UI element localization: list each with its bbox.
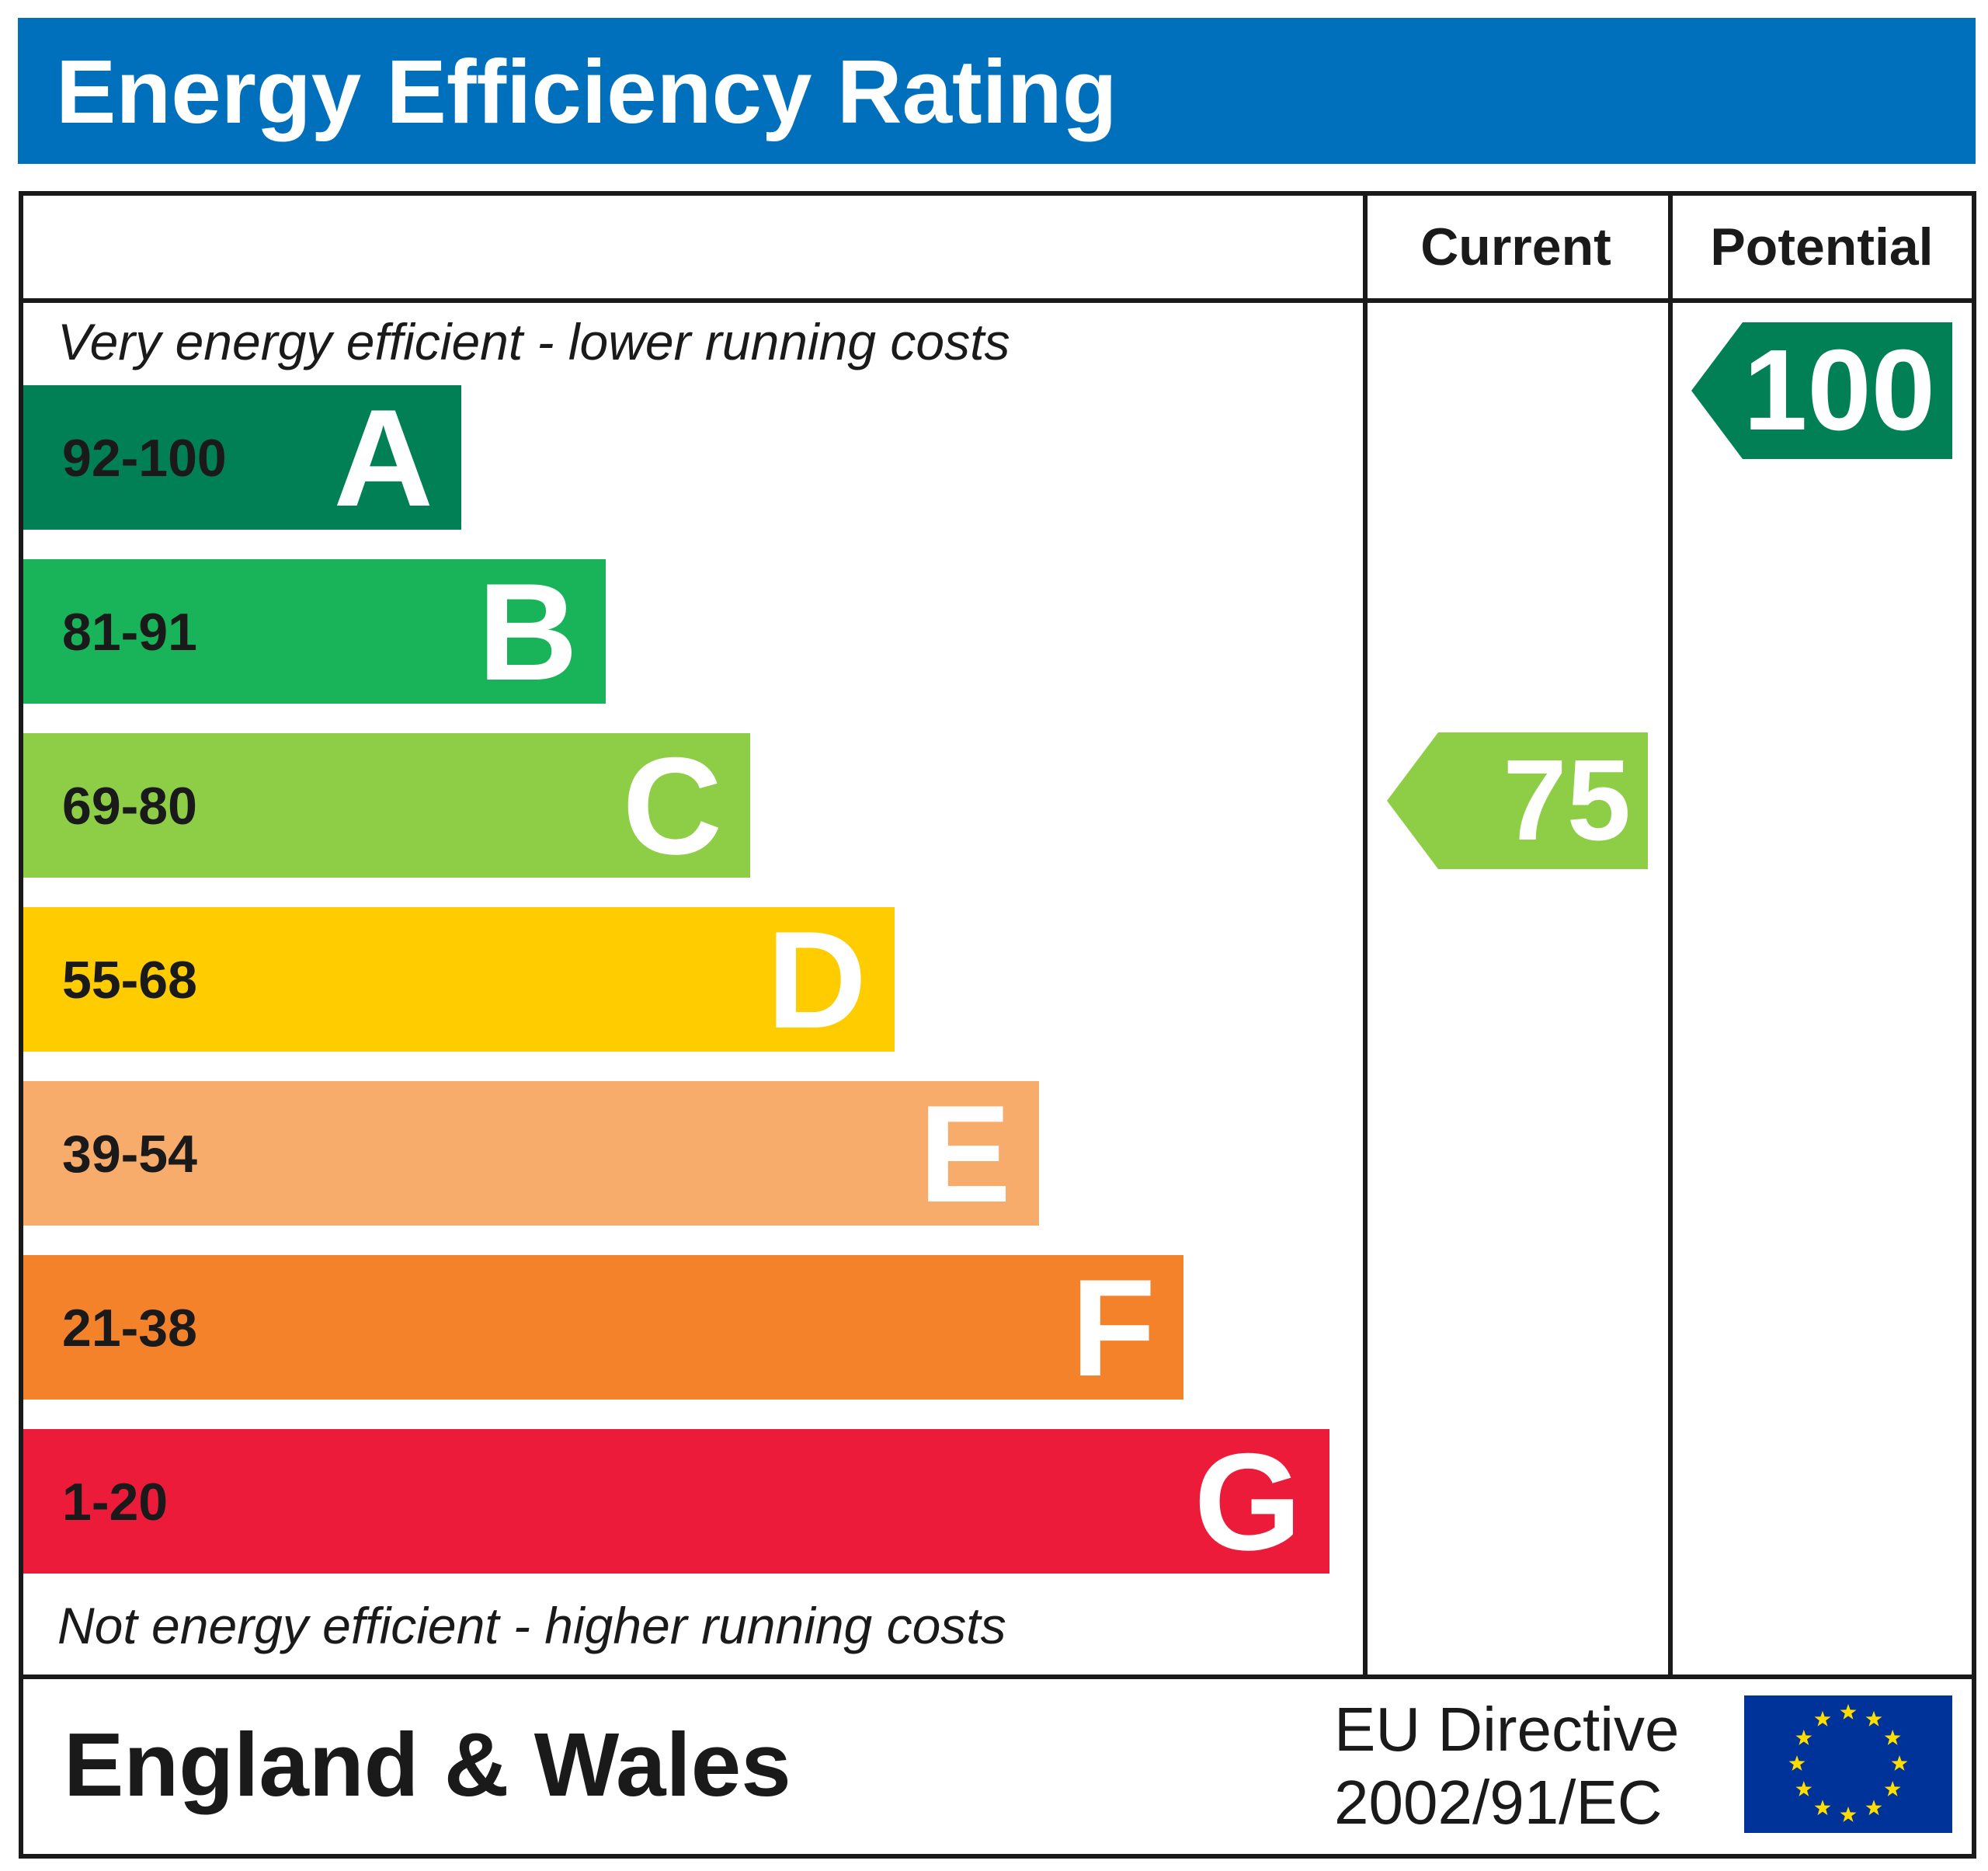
eu-star-icon (1814, 1710, 1831, 1727)
band-bar (23, 733, 750, 878)
band-bar (23, 385, 461, 530)
eu-star-icon (1891, 1755, 1908, 1771)
eu-star-icon (1795, 1730, 1812, 1745)
band-e: 39-54 E (23, 1076, 1039, 1231)
eu-star-icon (1884, 1730, 1901, 1745)
band-range-label: 55-68 (62, 951, 197, 1010)
band-letter: C (622, 729, 722, 883)
eu-flag-icon (1744, 1695, 1952, 1833)
bottom-note: Not energy efficient - higher running co… (57, 1597, 1006, 1654)
rating-arrows: 75 100 (1387, 322, 1952, 869)
band-range-label: 81-91 (62, 603, 197, 662)
current-rating-arrow-shape (1387, 732, 1648, 869)
eu-star-icon (1814, 1800, 1831, 1816)
band-f: 21-38 F (23, 1250, 1183, 1405)
top-note: Very energy efficient - lower running co… (57, 313, 1010, 370)
band-d: 55-68 D (23, 902, 895, 1057)
band-b: 81-91 B (23, 555, 606, 709)
band-range-label: 92-100 (62, 429, 227, 488)
potential-rating-arrow-shape (1691, 322, 1952, 459)
current-rating-arrow-value: 75 (1503, 736, 1631, 864)
band-g: 1-20 G (23, 1424, 1329, 1579)
rating-bands: 92-100 A 81-91 B 69-80 C 55-68 D 39-54 E 21-38 F 1-2… (23, 381, 1329, 1579)
band-letter: E (919, 1076, 1011, 1231)
eu-stars-icon (1788, 1704, 1908, 1822)
band-letter: A (333, 381, 433, 535)
current-rating-arrow: 75 (1387, 732, 1648, 869)
eu-star-icon (1795, 1781, 1812, 1796)
band-bar (23, 1081, 1039, 1226)
band-letter: G (1194, 1424, 1302, 1579)
band-bar (23, 559, 606, 704)
band-bar (23, 907, 895, 1052)
band-bar (23, 1429, 1329, 1574)
header-banner (18, 18, 1976, 164)
eu-star-icon (1840, 1807, 1857, 1822)
band-letter: F (1071, 1250, 1156, 1405)
eu-star-icon (1884, 1781, 1901, 1796)
band-c: 69-80 C (23, 729, 750, 883)
eu-star-icon (1865, 1710, 1882, 1727)
directive-line-2: 2002/91/EC (1334, 1768, 1663, 1837)
band-range-label: 39-54 (62, 1125, 197, 1184)
eu-star-icon (1865, 1800, 1882, 1816)
band-bar (23, 1255, 1183, 1400)
directive-line-1: EU Directive (1334, 1695, 1680, 1764)
band-letter: D (766, 902, 867, 1057)
chart-title: Energy Efficiency Rating (56, 41, 1117, 142)
eu-star-icon (1840, 1704, 1857, 1720)
eu-star-icon (1788, 1755, 1806, 1771)
potential-column-header: Potential (1710, 217, 1933, 276)
footer-region: England & Wales (64, 1714, 791, 1815)
band-range-label: 21-38 (62, 1299, 197, 1358)
potential-rating-arrow-value: 100 (1743, 326, 1935, 454)
potential-rating-arrow: 100 (1691, 322, 1952, 459)
band-a: 92-100 A (23, 381, 461, 535)
band-range-label: 1-20 (62, 1473, 168, 1532)
current-column-header: Current (1420, 217, 1611, 276)
band-range-label: 69-80 (62, 777, 197, 836)
band-letter: B (478, 555, 578, 709)
